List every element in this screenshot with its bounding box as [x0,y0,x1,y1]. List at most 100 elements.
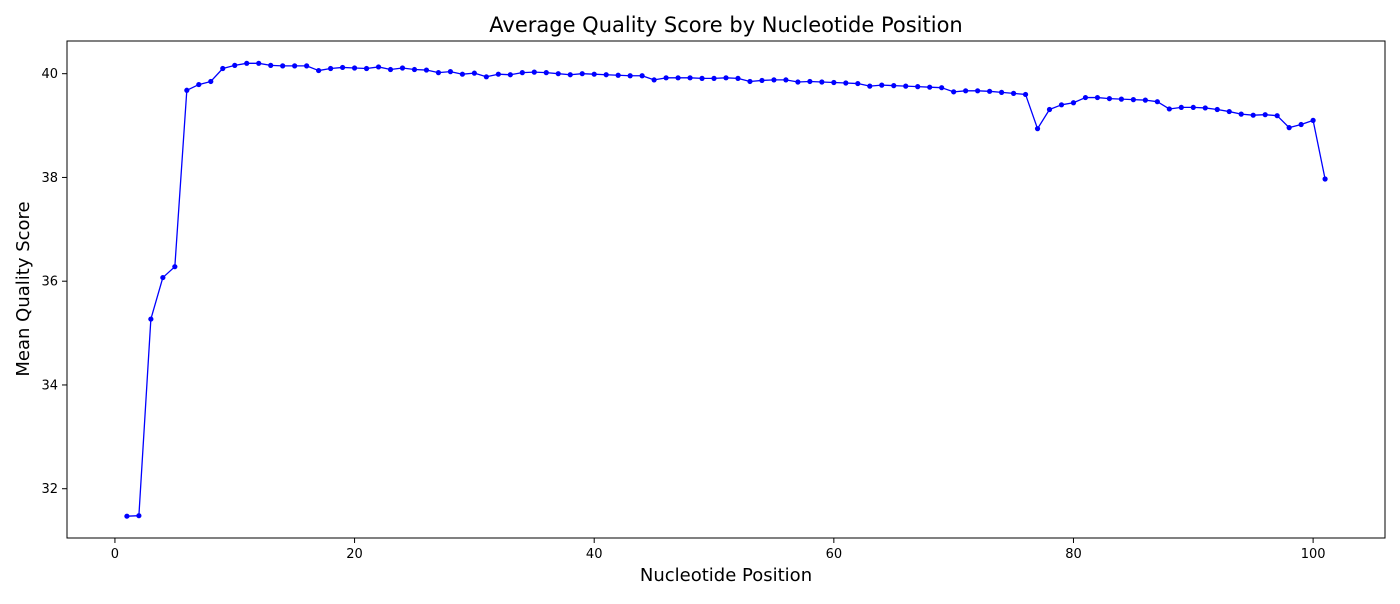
x-tick-label: 80 [1065,547,1082,562]
data-point [387,66,394,73]
data-point [759,77,765,84]
axis-ticks: 0 20 40 60 80 100 32 34 36 38 40 [41,67,1325,562]
data-point [256,60,262,66]
data-point [172,264,178,270]
data-point [819,79,825,85]
data-point [1274,113,1280,119]
data-point [471,70,477,76]
data-point [423,67,430,73]
y-tick-label: 34 [41,378,58,393]
data-point [867,83,873,89]
data-point [495,71,501,77]
data-point [543,70,549,76]
data-point [1130,97,1136,103]
data-point [375,64,382,70]
data-point [915,84,921,90]
data-point [280,63,286,69]
data-point [1190,104,1196,111]
data-point [771,77,777,83]
data-point [124,513,130,519]
chart-title: Average Quality Score by Nucleotide Posi… [489,13,962,37]
data-point [603,72,609,78]
data-point [951,89,957,95]
data-point [136,513,142,519]
data-point [1262,112,1268,118]
y-tick-label: 32 [41,482,58,497]
data-point [975,88,981,94]
data-point [507,72,513,78]
data-point [208,78,214,85]
series-line [126,62,1326,517]
data-point [879,82,885,88]
data-point [148,316,154,322]
data-point [292,63,298,69]
x-tick-label: 0 [111,547,119,562]
data-point [903,83,909,89]
data-point [591,71,597,77]
data-point [268,62,274,68]
data-point [1082,94,1089,101]
x-tick-label: 40 [586,547,603,562]
data-point [675,75,681,81]
data-point [735,75,741,81]
data-point [963,88,969,94]
data-point [627,73,633,79]
data-point [1070,100,1077,106]
data-point [447,69,454,75]
data-point [579,71,585,77]
data-point [1178,104,1184,111]
data-point [711,75,717,81]
y-tick-label: 40 [41,67,58,82]
data-point [1310,117,1316,123]
data-point [232,62,238,68]
x-axis-label: Nucleotide Position [640,565,812,586]
data-point [891,83,897,89]
x-tick-label: 20 [346,547,363,562]
data-point [1058,102,1065,108]
data-point [1322,176,1328,182]
data-point [747,78,753,85]
data-point [1154,99,1160,105]
data-point [663,75,669,81]
data-point [687,75,693,81]
y-axis-label: Mean Quality Score [13,201,34,376]
data-point [927,84,933,90]
data-point [1202,105,1208,111]
data-point [339,64,346,71]
data-point [1106,95,1113,102]
data-point [1226,108,1232,115]
data-point [531,69,537,75]
data-point [1118,96,1124,102]
series-layer [124,60,1328,519]
data-point [1286,125,1292,131]
data-point [1010,90,1017,96]
data-point [483,74,489,80]
data-point [196,81,202,88]
data-point [399,65,406,71]
data-point [831,79,837,86]
data-point [615,72,621,78]
data-point [699,75,705,81]
data-point [435,70,442,76]
data-point [987,88,993,94]
data-point [783,77,789,83]
data-point [459,71,465,77]
data-point [160,274,166,281]
data-point [843,80,849,86]
data-point [244,60,250,66]
data-point [316,67,322,74]
data-point [1142,97,1148,103]
data-point [723,75,729,81]
data-point [1034,126,1041,132]
data-point [651,77,657,83]
data-point [363,65,370,72]
data-point [795,79,801,85]
data-point [855,80,861,87]
data-point [184,87,190,93]
data-point [1250,112,1256,118]
data-point [220,65,226,72]
x-tick-label: 100 [1301,547,1326,562]
y-tick-label: 38 [41,171,58,186]
